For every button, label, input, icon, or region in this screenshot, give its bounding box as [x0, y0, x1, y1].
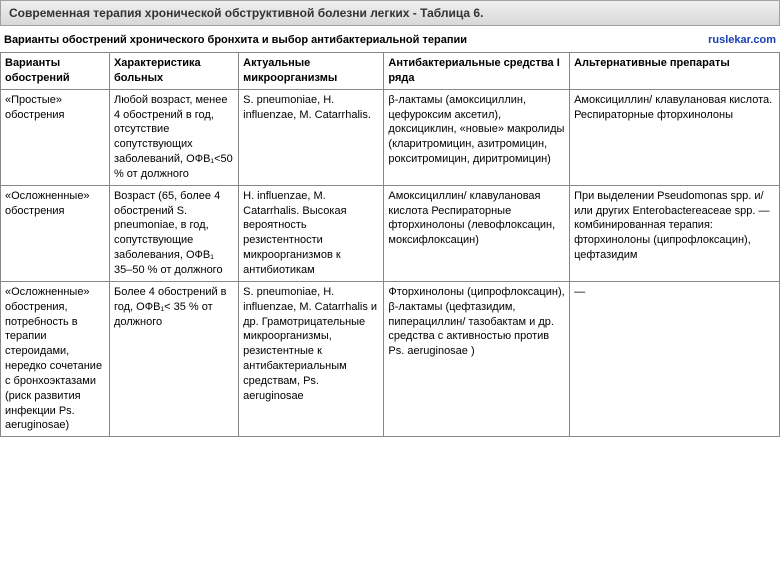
table-row: «Осложненные» обострения, потребность в … — [1, 281, 780, 436]
table-header-row: Варианты обострений Характеристика больн… — [1, 53, 780, 90]
cell: S. pneumoniae, H. influenzae, M. Catarrh… — [239, 89, 384, 185]
cell: «Осложненные» обострения — [1, 185, 110, 281]
data-table: Варианты обострений Характеристика больн… — [0, 52, 780, 437]
table-row: «Простые» обострения Любой возраст, мене… — [1, 89, 780, 185]
cell: H. influenzae, M. Catarrhalis. Высокая в… — [239, 185, 384, 281]
cell: β-лактамы (амоксициллин, цефуроксим аксе… — [384, 89, 570, 185]
cell: S. pneumoniae, H. influenzae, M. Catarrh… — [239, 281, 384, 436]
cell: Любой возраст, менее 4 обострений в год,… — [109, 89, 238, 185]
title-bar: Современная терапия хронической обструкт… — [0, 0, 780, 26]
site-link[interactable]: ruslekar.com — [708, 34, 776, 46]
subtitle: Варианты обострений хронического бронхит… — [4, 34, 467, 46]
subtitle-row: Варианты обострений хронического бронхит… — [0, 26, 780, 52]
page-title: Современная терапия хронической обструкт… — [9, 6, 483, 20]
cell: Возраст (65, более 4 обострений S. pneum… — [109, 185, 238, 281]
cell: «Простые» обострения — [1, 89, 110, 185]
col-header: Характеристика больных — [109, 53, 238, 90]
col-header: Варианты обострений — [1, 53, 110, 90]
col-header: Актуальные микроорганизмы — [239, 53, 384, 90]
cell: — — [570, 281, 780, 436]
cell: Амоксициллин/ клавулановая кислота Респи… — [384, 185, 570, 281]
cell: Фторхинолоны (ципрофлоксацин), β-лактамы… — [384, 281, 570, 436]
col-header: Альтернативные препараты — [570, 53, 780, 90]
cell: «Осложненные» обострения, потребность в … — [1, 281, 110, 436]
col-header: Антибактериальные средства I ряда — [384, 53, 570, 90]
cell: Более 4 обострений в год, ОФВ₁< 35 % от … — [109, 281, 238, 436]
cell: При выделении Pseudomonas spp. и/или дру… — [570, 185, 780, 281]
table-row: «Осложненные» обострения Возраст (65, бо… — [1, 185, 780, 281]
cell: Амоксициллин/ клавулановая кислота. Респ… — [570, 89, 780, 185]
